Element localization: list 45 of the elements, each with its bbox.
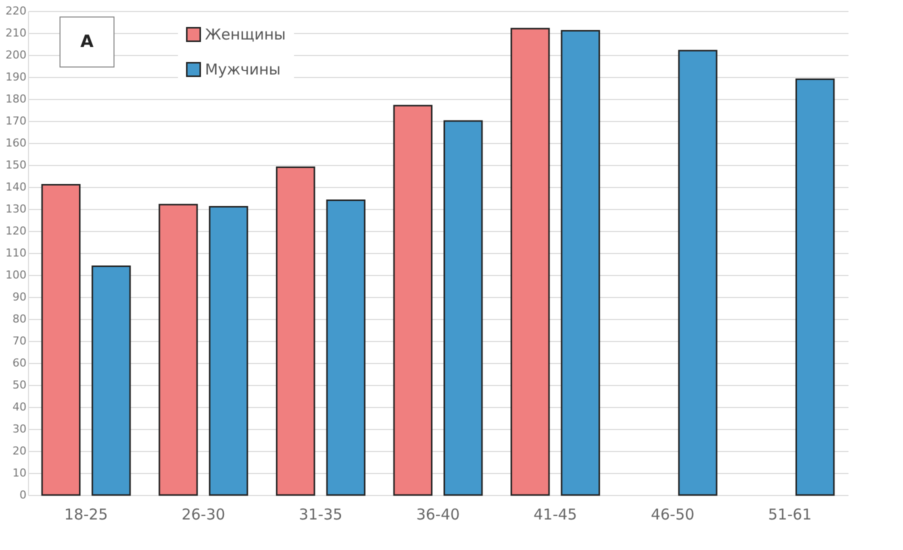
y-tick-label: 20 xyxy=(12,444,26,458)
y-tick-label: 210 xyxy=(6,26,26,40)
bar xyxy=(92,265,131,496)
bar xyxy=(393,104,432,496)
y-tick-label: 160 xyxy=(6,136,26,150)
bar xyxy=(158,204,198,496)
y-tick-label: 190 xyxy=(6,70,26,84)
y-tick-label: 150 xyxy=(6,158,26,172)
x-tick-label: 18-25 xyxy=(64,506,108,524)
x-tick-label: 36-40 xyxy=(416,506,460,524)
x-tick-label: 26-30 xyxy=(182,506,226,524)
bar xyxy=(678,50,718,496)
y-tick-label: 220 xyxy=(6,4,26,18)
bar xyxy=(276,166,316,496)
y-tick-label: 90 xyxy=(12,290,26,304)
y-tick-label: 180 xyxy=(6,92,26,106)
bar xyxy=(560,30,600,496)
annotation: A xyxy=(80,32,94,52)
y-tick-label: 30 xyxy=(12,422,26,436)
bar xyxy=(326,199,366,496)
y-tick-label: 120 xyxy=(6,224,26,238)
bar xyxy=(795,78,835,496)
x-tick-label: 41-45 xyxy=(534,506,578,524)
y-tick-label: 200 xyxy=(6,48,26,62)
y-tick-label: 110 xyxy=(6,246,26,260)
y-tick-label: 10 xyxy=(12,466,26,480)
bar xyxy=(208,206,248,496)
x-tick-label: 31-35 xyxy=(298,506,342,524)
y-tick-label: 60 xyxy=(12,356,26,370)
y-tick-label: 50 xyxy=(12,378,26,392)
y-tick-label: 170 xyxy=(6,114,26,128)
y-tick-label: 70 xyxy=(12,334,26,348)
y-tick-label: 80 xyxy=(12,312,26,326)
y-tick-label: 140 xyxy=(6,180,26,194)
y-tick-label: 130 xyxy=(6,202,26,216)
y-tick-label: 100 xyxy=(6,268,26,282)
bar xyxy=(444,120,483,496)
x-tick-label: 46-50 xyxy=(650,506,694,524)
x-tick-label: 51-61 xyxy=(768,506,812,524)
legend-label: Мужчины xyxy=(205,60,281,78)
legend-label: Женщины xyxy=(205,26,286,44)
y-tick-label: 40 xyxy=(12,400,26,414)
y-tick-label: 0 xyxy=(20,488,26,502)
bar xyxy=(41,184,81,496)
bar xyxy=(510,28,550,496)
